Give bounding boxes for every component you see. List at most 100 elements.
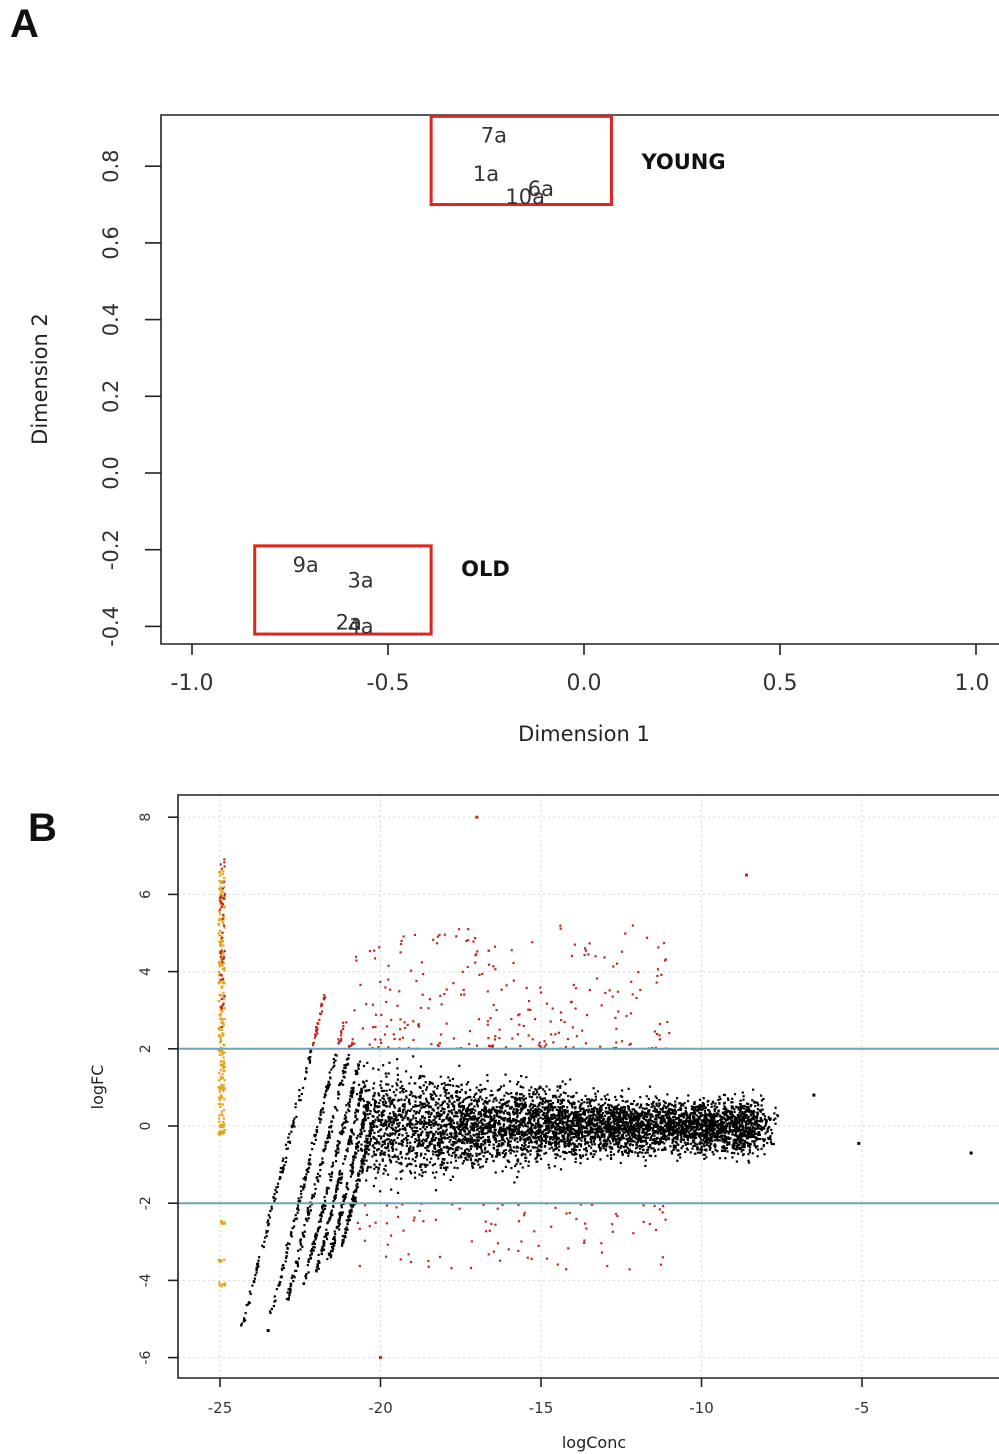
data-point xyxy=(709,1147,712,1150)
data-point xyxy=(584,1121,587,1124)
data-point xyxy=(651,1132,655,1135)
data-point xyxy=(613,1126,616,1129)
data-point xyxy=(583,1113,586,1116)
data-point xyxy=(519,1099,522,1102)
sample-point-label: 9a xyxy=(293,553,319,577)
data-point xyxy=(751,1116,755,1119)
data-point xyxy=(650,1122,653,1125)
data-point xyxy=(608,1135,612,1138)
data-point xyxy=(570,1120,573,1123)
data-point xyxy=(509,1140,512,1143)
data-point xyxy=(526,1109,530,1112)
data-point xyxy=(695,1105,699,1109)
data-point xyxy=(691,1139,694,1142)
data-point xyxy=(718,1139,722,1142)
data-point xyxy=(588,1124,591,1127)
data-point xyxy=(483,1138,487,1142)
data-point xyxy=(665,1114,668,1117)
data-point xyxy=(495,1109,498,1112)
data-point xyxy=(443,1100,446,1103)
data-point xyxy=(546,1131,550,1134)
data-point xyxy=(607,1121,610,1124)
data-point xyxy=(710,1118,713,1121)
data-point xyxy=(733,1093,737,1096)
data-point xyxy=(396,1058,399,1061)
data-point xyxy=(550,1126,553,1130)
data-point xyxy=(707,1144,710,1147)
data-point xyxy=(593,1119,596,1122)
data-point xyxy=(654,1117,658,1120)
data-point xyxy=(496,1111,499,1115)
data-point xyxy=(645,1131,648,1134)
data-point xyxy=(479,1112,482,1116)
data-point xyxy=(669,1118,672,1121)
data-point xyxy=(639,1096,642,1099)
data-point xyxy=(439,1151,442,1154)
data-point xyxy=(473,1123,476,1127)
data-point xyxy=(759,1118,763,1121)
data-point xyxy=(621,1127,624,1131)
data-point xyxy=(609,1150,613,1154)
data-point xyxy=(689,1142,693,1145)
data-point xyxy=(705,1139,708,1142)
data-point xyxy=(421,1074,424,1078)
data-point xyxy=(407,1157,411,1160)
data-point xyxy=(526,1122,529,1125)
data-point xyxy=(719,1125,723,1128)
data-point xyxy=(432,1153,435,1156)
data-point xyxy=(711,1100,714,1103)
data-point xyxy=(570,1131,573,1134)
data-point xyxy=(554,1094,557,1097)
data-point xyxy=(515,1083,519,1086)
data-point xyxy=(515,1112,518,1115)
data-point xyxy=(510,1105,513,1109)
data-point xyxy=(758,1132,761,1136)
data-point xyxy=(595,1124,599,1127)
data-point xyxy=(736,1135,739,1138)
data-point xyxy=(754,1137,757,1140)
data-point xyxy=(521,1096,524,1100)
data-point xyxy=(632,1114,635,1118)
data-point xyxy=(570,1151,573,1154)
data-point xyxy=(669,1128,673,1132)
data-point xyxy=(640,1124,643,1127)
data-point xyxy=(700,1127,703,1130)
data-point xyxy=(651,1138,654,1141)
data-point xyxy=(485,1108,488,1111)
data-point xyxy=(498,1119,501,1123)
data-point xyxy=(663,1146,667,1149)
data-point xyxy=(570,1095,573,1098)
y-tick-label: 0.6 xyxy=(99,226,123,259)
data-point xyxy=(602,1122,605,1125)
data-point xyxy=(507,1139,510,1142)
data-point xyxy=(609,1130,612,1133)
data-point xyxy=(386,1144,390,1147)
data-point xyxy=(702,1153,705,1156)
data-point xyxy=(393,1117,396,1120)
data-point xyxy=(450,1111,453,1115)
data-point xyxy=(739,1108,743,1111)
data-point xyxy=(662,1129,665,1132)
data-point xyxy=(591,1114,595,1117)
data-point xyxy=(719,1130,723,1133)
data-point xyxy=(721,1140,724,1143)
data-point xyxy=(374,1177,377,1180)
data-point xyxy=(655,1115,658,1119)
data-point xyxy=(669,1133,672,1136)
data-point xyxy=(414,1100,417,1103)
data-point xyxy=(481,1108,484,1112)
data-point xyxy=(761,1113,765,1116)
data-point xyxy=(451,1125,454,1128)
data-point xyxy=(767,1116,770,1119)
data-point xyxy=(431,1093,434,1097)
data-point xyxy=(547,1103,550,1106)
data-point xyxy=(608,1109,611,1112)
data-point xyxy=(369,1166,372,1169)
data-point xyxy=(485,1125,488,1128)
data-point xyxy=(515,1111,519,1114)
data-point xyxy=(627,1115,630,1118)
data-point xyxy=(748,1149,751,1152)
data-point xyxy=(612,1130,615,1134)
data-point xyxy=(597,1128,601,1131)
data-point xyxy=(643,1124,646,1127)
